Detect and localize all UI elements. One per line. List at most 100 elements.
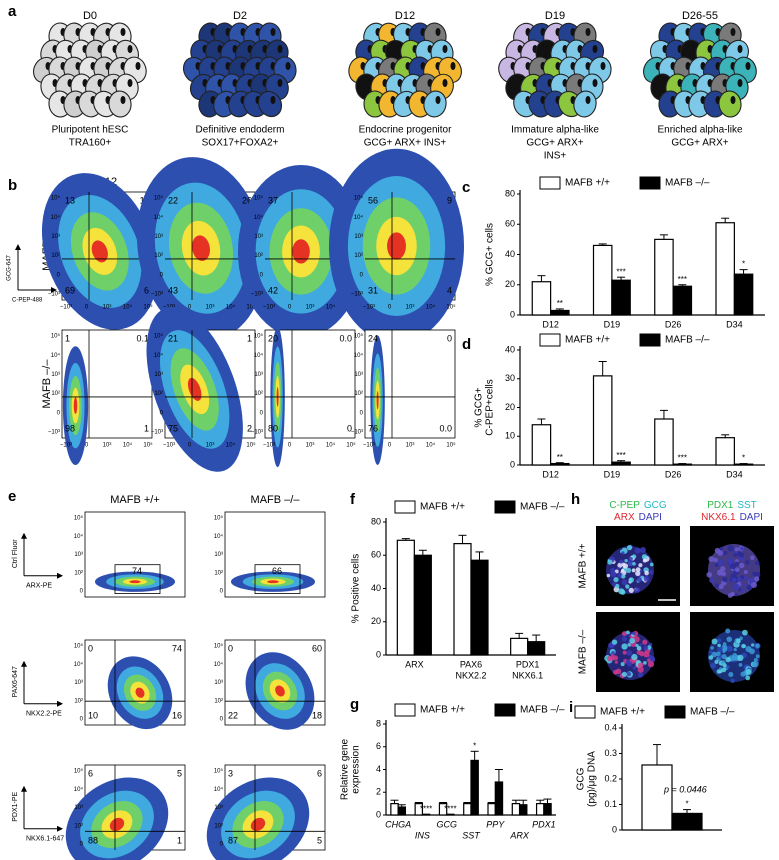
y-tick-label: 30 <box>505 373 515 383</box>
bar <box>715 437 735 466</box>
cell-signal <box>750 555 755 560</box>
y-tick-label: 10⁴ <box>214 786 224 793</box>
legend-swatch <box>574 705 596 719</box>
cell-signal <box>741 589 745 593</box>
cell-signal <box>744 559 750 565</box>
cell-signal <box>620 662 625 667</box>
y-tick-label: 10⁵ <box>51 333 61 340</box>
y-tick-label: 0.3 <box>604 748 617 758</box>
cell-signal <box>721 654 727 660</box>
y-tick-label: 10³ <box>214 805 223 811</box>
y-axis-label: % Positive cells <box>351 554 362 623</box>
cell <box>108 90 132 118</box>
cell-signal <box>743 583 747 587</box>
nucleus <box>120 96 126 104</box>
cell-signal <box>738 662 743 667</box>
x-tick-label: −10³ <box>60 305 72 311</box>
y-tick-label: 10⁴ <box>354 214 364 221</box>
quadrant-value: 1 <box>65 333 70 343</box>
x-tick-label: CHGA <box>385 819 411 829</box>
cell-signal <box>733 583 740 590</box>
y-tick-label: 6 <box>376 741 381 751</box>
y-tick-label: 0 <box>220 842 224 848</box>
nucleus <box>270 28 276 36</box>
quadrant-value: 0 <box>228 643 233 653</box>
significance: **** <box>444 804 456 813</box>
cell-signal <box>621 551 625 555</box>
x-tick-label: 10³ <box>206 443 215 449</box>
quadrant-value: 10 <box>88 710 98 720</box>
bar <box>531 424 552 466</box>
significance: ** <box>557 453 563 462</box>
quadrant-value: 74 <box>172 643 182 653</box>
y-tick-label: 10⁵ <box>214 643 224 650</box>
stage-day: D19 <box>545 10 565 22</box>
stage-caption: INS+ <box>544 151 567 162</box>
legend-label: MAFB –/– <box>520 705 565 716</box>
stage-caption: Definitive endoderm <box>196 125 285 136</box>
y-tick-label: −10³ <box>351 292 363 298</box>
legend-swatch <box>394 703 416 717</box>
cell-signal <box>711 638 718 645</box>
y-tick-label: 10⁴ <box>214 533 224 540</box>
cell-signal <box>636 577 642 583</box>
legend-swatch <box>639 333 661 347</box>
cell-signal <box>725 656 731 663</box>
y-tick-label: 10³ <box>74 552 83 558</box>
quadrant-value: 20 <box>268 333 278 343</box>
x-tick-label: PDX1 <box>532 819 556 829</box>
nucleus <box>127 79 133 87</box>
density <box>387 232 406 260</box>
cell-signal <box>751 643 755 647</box>
quadrant-value: 1 <box>247 333 252 343</box>
x-tick-label: −10³ <box>363 305 375 311</box>
nucleus <box>730 96 736 104</box>
y-tick-label: 0.4 <box>604 722 617 732</box>
stage-caption: Endocrine progenitor <box>359 125 453 136</box>
cell-signal <box>621 643 628 650</box>
cell-signal <box>642 558 647 563</box>
cell-signal <box>632 666 637 670</box>
cell-signal <box>622 650 627 655</box>
y-tick-label: 10² <box>154 253 163 259</box>
cell-signal <box>734 567 740 573</box>
quadrant-value: 6 <box>317 768 322 778</box>
cell-signal <box>739 636 743 641</box>
cell-signal <box>752 661 759 668</box>
quadrant-value: 98 <box>65 423 75 433</box>
cell-signal <box>721 571 727 577</box>
cell-signal <box>728 672 734 678</box>
quadrant-value: 9 <box>447 195 452 205</box>
x-tick-label: 0 <box>188 305 192 311</box>
significance: * <box>742 260 745 269</box>
cell-signal <box>721 667 727 673</box>
cell-signal <box>635 567 641 572</box>
nucleus <box>277 45 283 53</box>
quadrant-value: 22 <box>168 195 178 205</box>
density <box>376 391 379 410</box>
cell-signal <box>713 557 718 563</box>
y-tick-label: 0 <box>612 824 617 834</box>
cell <box>257 90 283 118</box>
cell-signal <box>648 569 654 575</box>
bar <box>611 461 631 466</box>
x-tick-label: 10⁵ <box>446 304 456 311</box>
stage-caption: SOX17+FOXA2+ <box>202 138 279 149</box>
panel-label: d <box>462 336 471 353</box>
y-tick-label: −10³ <box>48 430 60 436</box>
x-tick-label: D26 <box>665 469 682 479</box>
y-tick-label: 10⁴ <box>254 352 264 359</box>
annotation: p = 0.0446 <box>663 784 707 794</box>
x-tick-label: 0 <box>388 443 392 449</box>
cell-signal <box>631 554 637 559</box>
cell-signal <box>606 655 613 662</box>
bar <box>518 804 528 816</box>
cell-signal <box>745 668 752 675</box>
y-tick-label: 0 <box>510 309 515 319</box>
nucleus <box>270 96 276 104</box>
x-tick-label: 10³ <box>306 305 315 311</box>
cell-signal <box>708 556 715 562</box>
cell-signal <box>624 558 628 563</box>
cell-signal <box>714 583 720 588</box>
y-tick-label: 0.2 <box>604 773 617 783</box>
